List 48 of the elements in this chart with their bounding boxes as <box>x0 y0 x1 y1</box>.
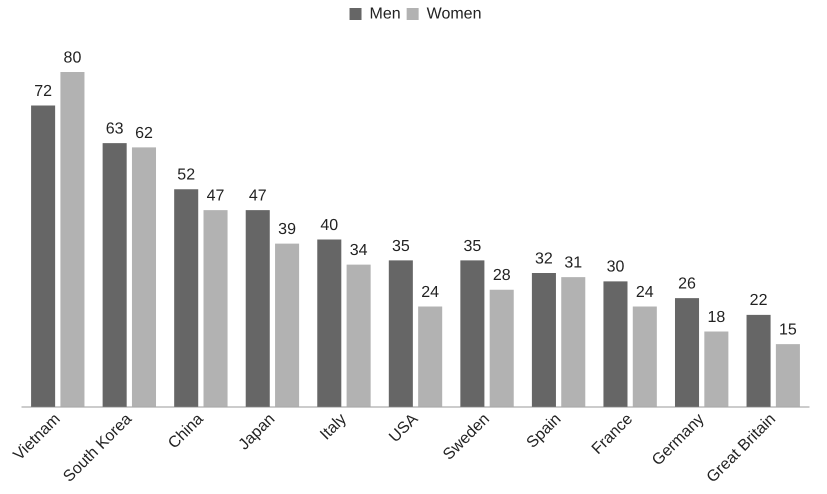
bar <box>174 189 198 407</box>
bar <box>346 264 371 407</box>
bar <box>60 72 84 407</box>
bar <box>388 260 413 407</box>
data-label: 47 <box>206 188 225 205</box>
data-label: 40 <box>320 216 338 234</box>
data-label: 72 <box>34 82 52 100</box>
data-label: 62 <box>135 124 153 142</box>
data-label: 15 <box>778 322 797 339</box>
data-label: 24 <box>636 284 654 301</box>
bar <box>31 105 56 407</box>
data-label: 52 <box>177 166 196 184</box>
data-label: 47 <box>248 188 267 205</box>
bar <box>746 314 771 407</box>
data-label: 26 <box>678 275 696 292</box>
data-label: 18 <box>707 308 726 326</box>
data-label: 32 <box>535 250 553 268</box>
bar <box>275 244 300 407</box>
x-tick-label: USA <box>386 410 422 446</box>
bar <box>776 344 800 407</box>
bar <box>632 306 657 407</box>
data-label: 34 <box>350 242 368 259</box>
data-label: 35 <box>463 238 482 255</box>
bar <box>418 306 442 407</box>
bar <box>704 332 728 407</box>
data-label: 35 <box>392 238 410 255</box>
data-label: 30 <box>606 258 624 276</box>
data-label: 31 <box>564 254 582 272</box>
bar <box>490 290 514 407</box>
bar <box>204 210 228 407</box>
bar <box>460 260 484 407</box>
data-label: 28 <box>492 267 511 284</box>
bar <box>132 147 156 407</box>
bar <box>532 272 556 407</box>
x-tick-label: Italy <box>317 410 350 444</box>
data-label: 63 <box>106 120 124 138</box>
bar <box>603 281 628 407</box>
data-label: 39 <box>278 221 296 238</box>
data-label: 24 <box>421 284 440 301</box>
data-label: 22 <box>750 292 768 310</box>
bar <box>317 239 342 407</box>
bar <box>674 298 700 407</box>
legend-label: Women <box>426 5 482 22</box>
bar <box>561 277 586 407</box>
bar <box>246 210 270 407</box>
data-label: 80 <box>64 49 82 66</box>
bar <box>102 143 127 407</box>
legend-label: Men <box>370 5 401 22</box>
